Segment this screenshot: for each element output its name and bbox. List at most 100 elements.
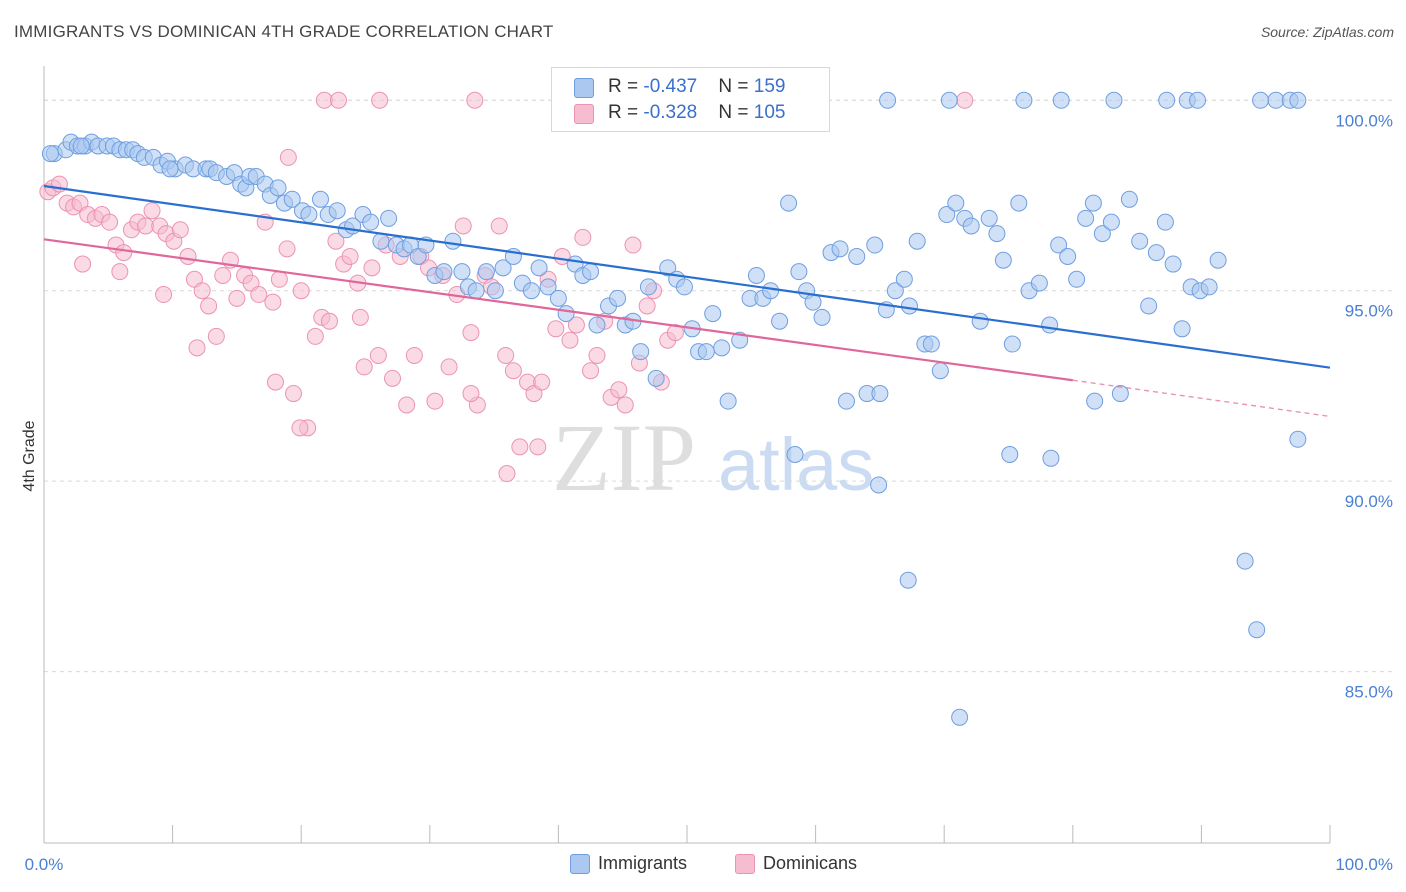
immigrants-trend-line	[43, 184, 1331, 369]
zipatlas-watermark: ZIP atlas	[552, 404, 874, 511]
immigrants-point	[659, 259, 677, 277]
dominicans-point	[327, 232, 345, 250]
dominicans-point	[462, 385, 480, 403]
immigrants-point	[300, 206, 318, 224]
dominicans-point	[250, 286, 268, 304]
immigrants-swatch	[574, 78, 594, 98]
y-tick-label: 90.0%	[1345, 492, 1393, 511]
dominicans-point	[574, 228, 592, 246]
dominicans-point	[315, 91, 333, 109]
immigrants-point	[1252, 91, 1270, 109]
immigrants-n-value: 159	[753, 76, 786, 97]
y-tick-label: 95.0%	[1345, 302, 1393, 321]
dominicans-point	[610, 381, 628, 399]
immigrants-point	[1147, 244, 1165, 262]
dominicans-n-label: N =	[718, 102, 754, 123]
dominicans-point	[111, 263, 129, 281]
immigrants-point	[530, 259, 548, 277]
immigrants-point	[951, 708, 969, 726]
dominicans-point	[547, 320, 565, 338]
immigrants-point	[900, 297, 918, 315]
tick-labels: 85.0% 90.0% 95.0% 100.0% 0.0% 100.0%	[25, 111, 1393, 874]
immigrants-point	[780, 194, 798, 212]
immigrants-point	[362, 213, 380, 231]
dominicans-point	[533, 373, 551, 391]
dominicans-point	[200, 297, 218, 315]
immigrants-point	[1267, 91, 1285, 109]
dominicans-point	[292, 282, 310, 300]
immigrants-point	[713, 339, 731, 357]
dominicans-point	[264, 293, 282, 311]
dominicans-point	[291, 419, 309, 437]
dominicans-n-value: 105	[753, 102, 786, 123]
dominicans-point	[188, 339, 206, 357]
immigrants-point	[831, 240, 849, 258]
dominicans-point	[529, 438, 547, 456]
dominicans-r-label: R =	[608, 102, 644, 123]
immigrants-point	[1003, 335, 1021, 353]
immigrants-point	[697, 343, 715, 361]
dominicans-trend-line	[43, 238, 1073, 382]
immigrants-r-value: -0.437	[643, 76, 698, 97]
immigrants-point	[372, 232, 390, 250]
immigrants-r-label: R =	[608, 76, 644, 97]
dominicans-point	[440, 358, 458, 376]
immigrants-point	[1248, 621, 1266, 639]
immigrants-point	[922, 335, 940, 353]
immigrants-point	[1200, 278, 1218, 296]
immigrants-point	[771, 312, 789, 330]
dominicans-point	[504, 362, 522, 380]
dominicans-legend-label: Dominicans	[763, 853, 858, 873]
immigrants-point	[971, 312, 989, 330]
immigrants-point	[647, 369, 665, 387]
immigrants-point	[1084, 194, 1102, 212]
immigrants-point	[1042, 449, 1060, 467]
source-label: Source: ZipAtlas.com	[1260, 24, 1394, 40]
immigrants-point	[837, 392, 855, 410]
immigrants-point	[940, 91, 958, 109]
immigrants-point	[1189, 91, 1207, 109]
immigrants-point	[895, 270, 913, 288]
immigrants-point	[1289, 91, 1307, 109]
dominicans-point	[74, 255, 92, 273]
immigrants-point	[988, 225, 1006, 243]
dominicans-point	[207, 327, 225, 345]
dominicans-point	[956, 91, 974, 109]
immigrants-point	[786, 446, 804, 463]
immigrants-point	[494, 259, 512, 277]
immigrants-point	[848, 247, 866, 265]
dominicans-point	[137, 217, 155, 235]
dominicans-point	[511, 438, 529, 456]
dominicans-point	[329, 91, 347, 109]
watermark-atlas: atlas	[718, 423, 874, 506]
dominicans-point	[341, 247, 359, 265]
immigrants-point	[980, 209, 998, 227]
immigrants-point	[1209, 251, 1227, 269]
dominicans-point	[228, 289, 246, 307]
x-tick-label: 100.0%	[1335, 855, 1393, 874]
y-axis-label: 4th Grade	[21, 420, 38, 491]
immigrants-legend-swatch	[570, 854, 590, 874]
dominicans-point	[561, 331, 579, 349]
immigrants-point	[1102, 213, 1120, 231]
dominicans-point	[279, 148, 297, 166]
dominicans-point	[582, 362, 600, 380]
immigrants-point	[1156, 213, 1174, 231]
immigrants-point	[1068, 270, 1086, 288]
immigrants-point	[380, 209, 398, 227]
immigrants-point	[931, 362, 949, 380]
dominicans-point	[384, 369, 402, 387]
dominicans-point	[498, 465, 516, 483]
immigrants-point	[886, 282, 904, 300]
dominicans-point	[214, 266, 232, 284]
immigrants-point	[1164, 255, 1182, 273]
dominicans-point	[171, 221, 189, 239]
immigrants-point	[1173, 320, 1191, 338]
immigrants-point	[1140, 297, 1158, 315]
dominicans-point	[306, 327, 324, 345]
dominicans-point	[405, 346, 423, 364]
chart-title: IMMIGRANTS VS DOMINICAN 4TH GRADE CORREL…	[14, 22, 554, 41]
immigrants-legend-label: Immigrants	[598, 853, 688, 873]
dominicans-point	[363, 259, 381, 277]
immigrants-point	[557, 305, 575, 323]
